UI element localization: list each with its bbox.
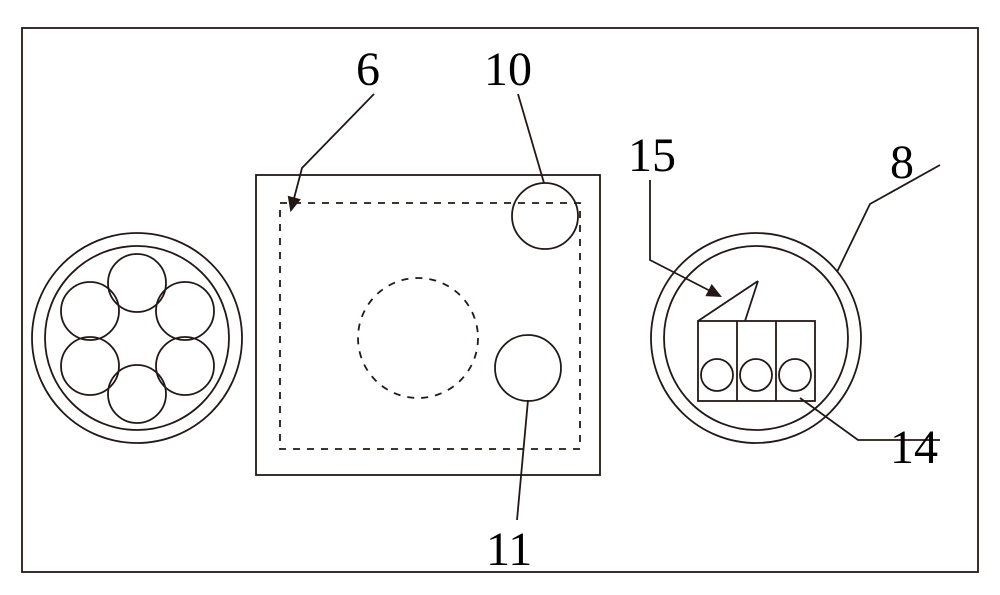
label-15: 15 [628, 128, 676, 183]
label-8: 8 [890, 135, 914, 190]
label-10: 10 [484, 42, 532, 97]
label-14: 14 [890, 420, 938, 475]
label-11: 11 [486, 522, 532, 577]
label-6: 6 [356, 42, 380, 97]
